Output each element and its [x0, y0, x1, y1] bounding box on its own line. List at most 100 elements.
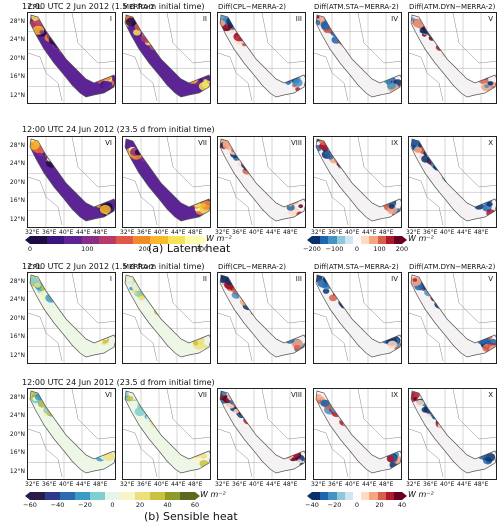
field-cell — [344, 40, 351, 45]
field-cell — [146, 413, 157, 422]
field-cell — [450, 47, 460, 55]
field-cell — [368, 59, 374, 64]
field-cell — [258, 176, 265, 181]
field-cell — [368, 321, 376, 328]
field — [30, 15, 115, 97]
field-cell — [68, 171, 76, 178]
map-svg — [314, 13, 401, 103]
x-tick-label: 40°E — [249, 481, 264, 488]
field-cell — [446, 49, 456, 57]
coastline — [261, 389, 305, 440]
colorbar-swatch — [393, 492, 403, 500]
colorbar-unit: W m⁻² — [200, 490, 226, 499]
field-cell — [267, 317, 276, 325]
colorbar-swatch — [352, 492, 362, 500]
field-cell — [452, 175, 461, 183]
field-cell — [54, 293, 61, 299]
field-cell — [358, 178, 369, 187]
field-cell — [445, 44, 456, 52]
colorbar-swatch — [45, 492, 60, 500]
field-cell — [80, 186, 88, 193]
field-cell — [74, 312, 82, 319]
colorbar-swatch — [336, 236, 345, 244]
field-cell — [461, 435, 468, 441]
field-cell — [441, 49, 451, 58]
field-cell — [80, 433, 93, 443]
field-cell — [187, 449, 192, 453]
sea-outline — [315, 14, 401, 98]
field-cell — [322, 288, 330, 294]
field-cell — [67, 46, 74, 52]
field-cell — [125, 17, 137, 27]
sea-outline — [219, 14, 305, 98]
field-cell — [168, 50, 174, 55]
field-cell — [351, 49, 361, 57]
field-cell — [347, 415, 359, 425]
field-cell — [379, 67, 386, 73]
field-cell — [242, 411, 255, 422]
field-cell — [77, 432, 89, 442]
field-cell — [279, 188, 286, 194]
field-cell — [138, 295, 145, 301]
coastline — [166, 137, 210, 188]
field-cell — [442, 420, 454, 430]
x-tick-label: 32°E — [215, 481, 230, 488]
field-cell — [273, 183, 283, 192]
field-cell — [431, 405, 437, 411]
field-cell — [252, 43, 262, 51]
field-cell — [74, 429, 84, 437]
field-cell — [353, 45, 363, 54]
field-cell — [388, 204, 395, 209]
colorbar-unit: W m⁻² — [408, 234, 434, 243]
coastline — [71, 13, 115, 64]
field-cell — [80, 321, 86, 326]
panel-index: X — [488, 139, 493, 147]
field-cell — [453, 311, 461, 318]
x-tick-label: 40°E — [154, 481, 169, 488]
field-cell — [74, 179, 82, 185]
x-tick-label: 44°E — [362, 481, 377, 488]
coastline — [261, 13, 305, 64]
field-cell — [276, 187, 287, 196]
map-svg — [409, 273, 496, 363]
field-cell — [40, 155, 48, 161]
field-cell — [180, 328, 185, 332]
field-cell — [98, 196, 105, 203]
panel-index: IX — [391, 139, 398, 147]
field-cell — [423, 404, 436, 414]
field-cell — [141, 33, 153, 43]
field-cell — [246, 37, 257, 46]
field-cell — [350, 417, 360, 425]
field-cell — [336, 153, 348, 163]
field-cell — [366, 431, 378, 441]
field-cell — [150, 408, 155, 412]
field-cell — [168, 426, 177, 433]
field-cell — [375, 329, 385, 337]
coastline — [357, 389, 401, 440]
field-cell — [440, 164, 445, 168]
field-cell — [70, 49, 75, 53]
field-cell — [285, 448, 293, 455]
field-cell — [46, 409, 55, 416]
panel-title: Diff(ATM.DYN−MERRA-2) — [409, 263, 496, 271]
field-cell — [378, 195, 389, 204]
field-cell — [176, 179, 187, 188]
field-cell — [78, 439, 87, 446]
field-cell — [367, 183, 377, 191]
y-tick-label: 24°N — [9, 36, 25, 44]
field-cell — [445, 419, 454, 426]
map-panel: VI — [27, 136, 116, 228]
field-cell — [340, 416, 347, 422]
field-cell — [90, 327, 97, 333]
field-cell — [463, 315, 469, 320]
coastline — [218, 52, 253, 102]
field-cell — [327, 154, 334, 160]
field-cell — [394, 90, 400, 94]
coastline — [357, 13, 401, 64]
field-cell — [160, 309, 171, 318]
coastline — [28, 176, 63, 226]
field-cell — [147, 293, 152, 297]
field-cell — [448, 311, 459, 321]
field-cell — [174, 439, 184, 448]
field — [220, 275, 305, 357]
